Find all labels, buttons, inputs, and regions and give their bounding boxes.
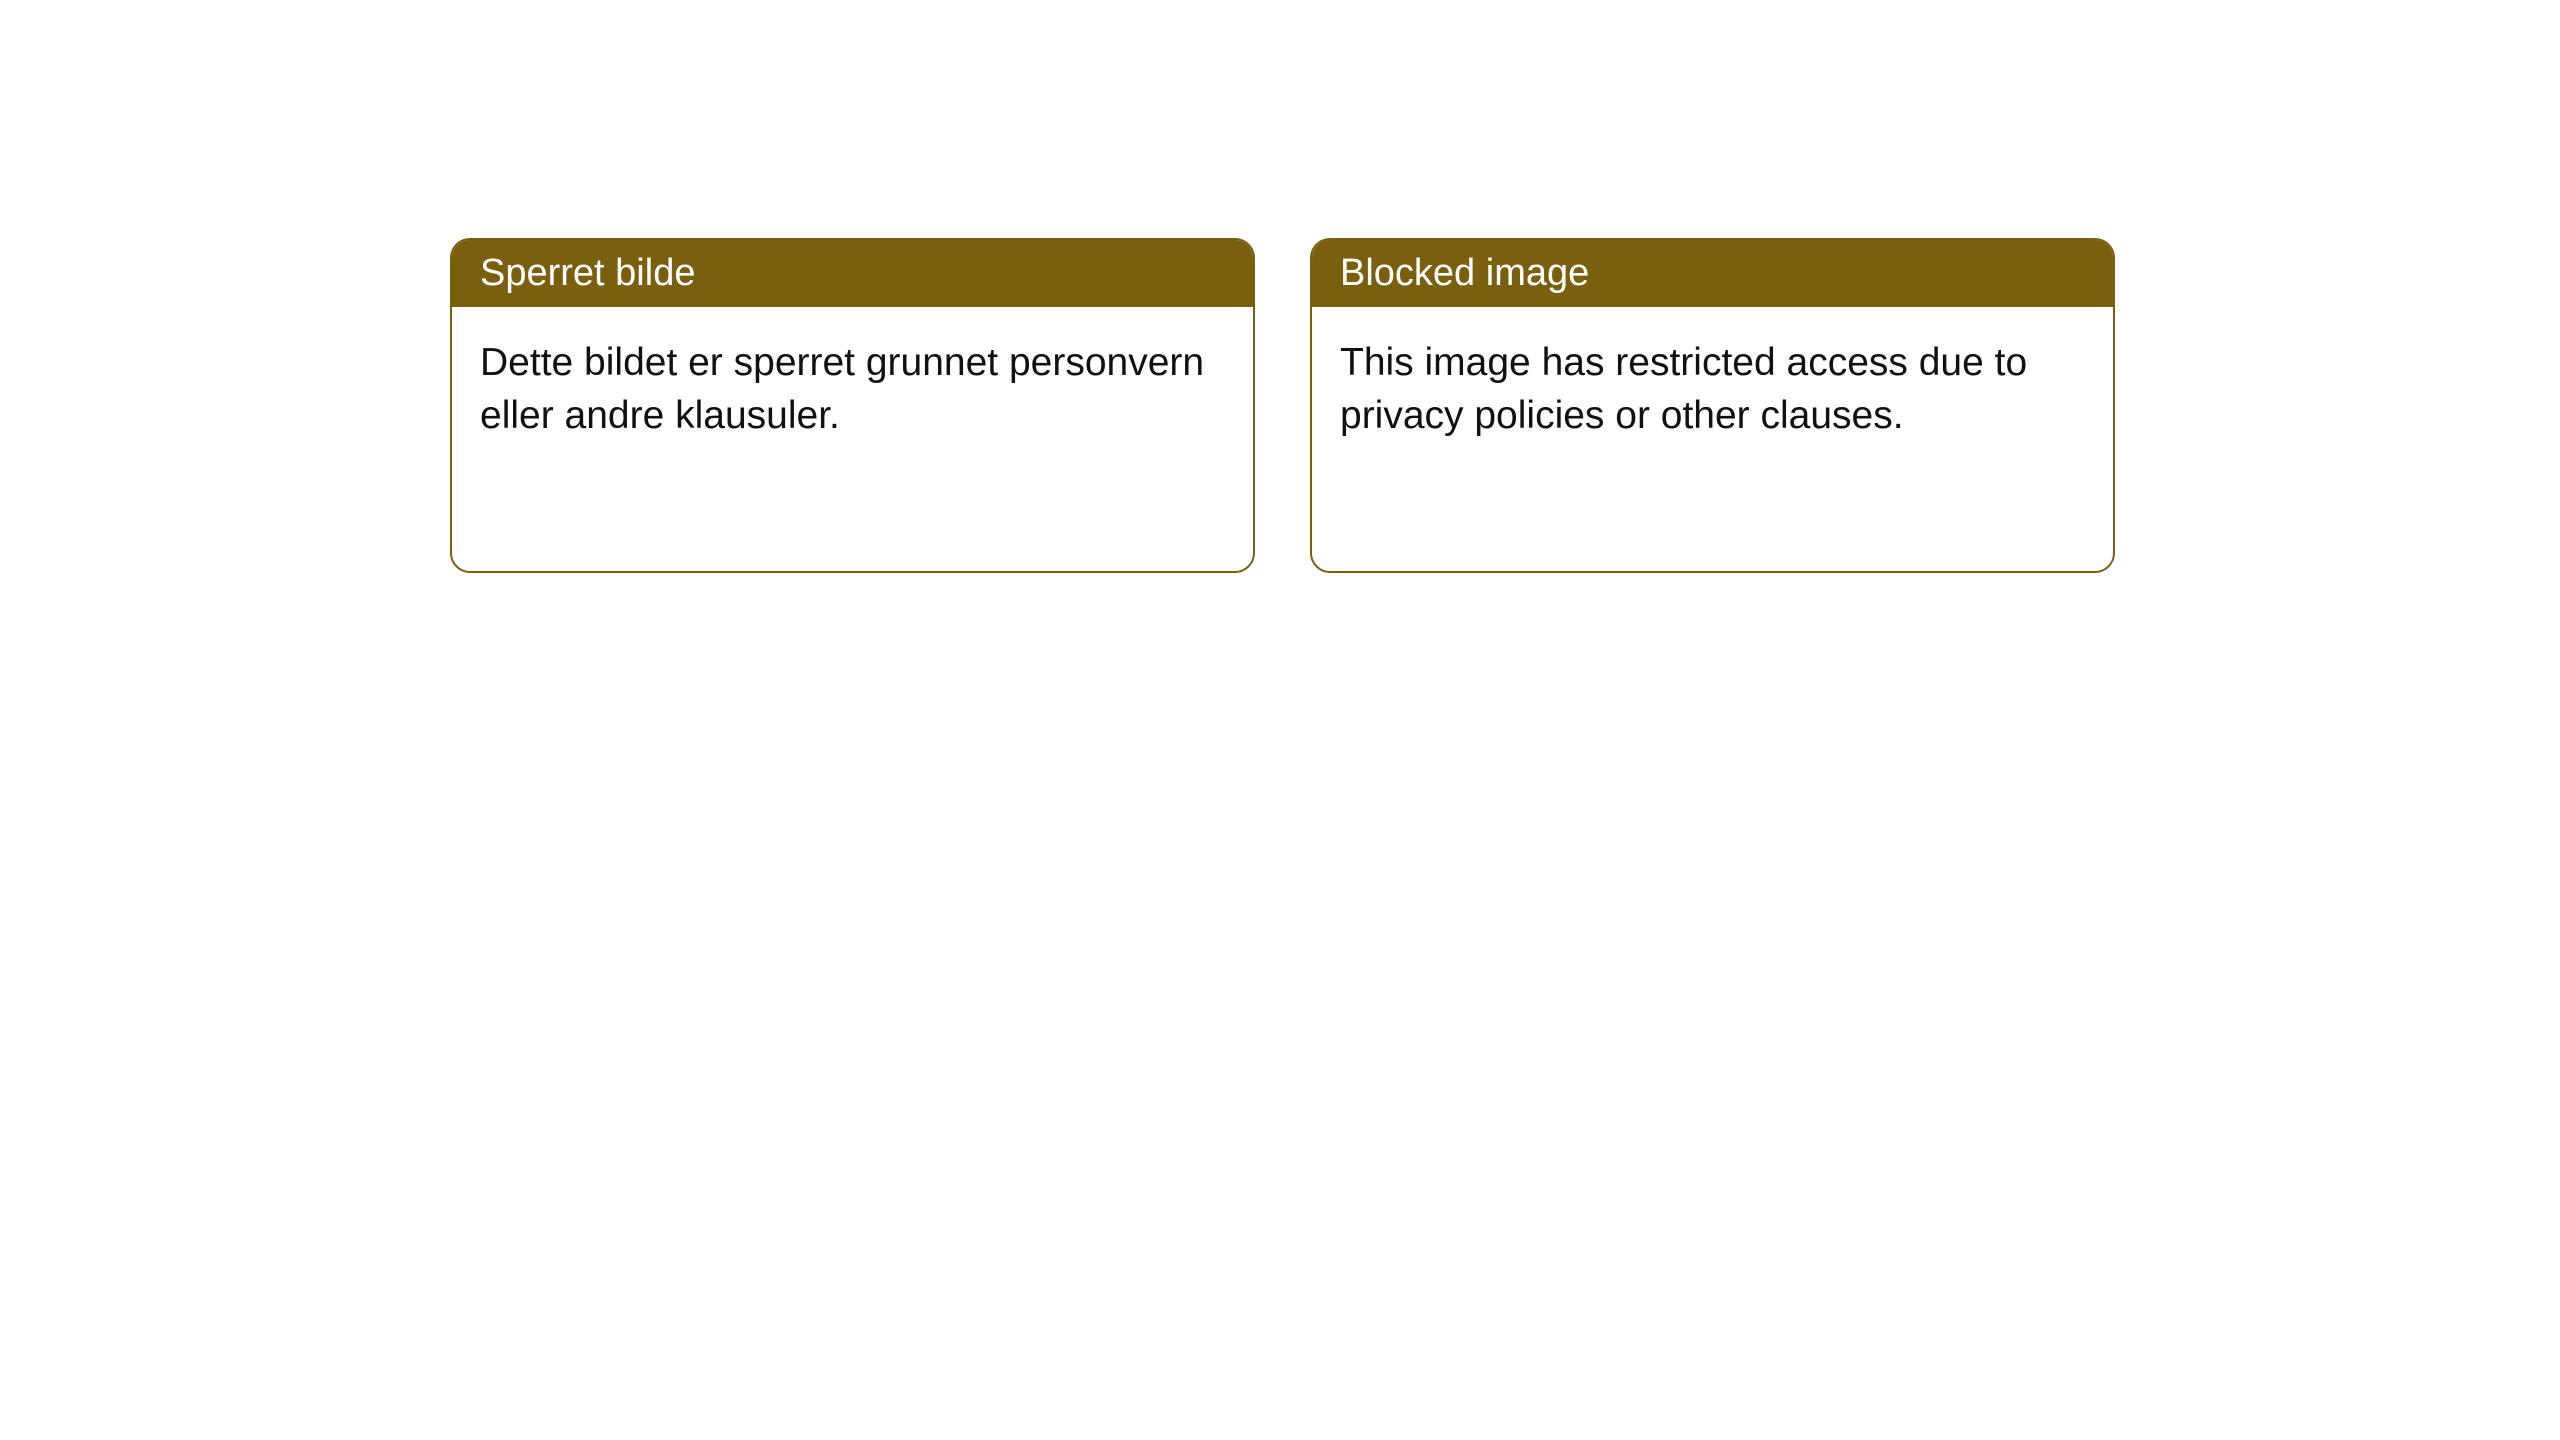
card-body: This image has restricted access due to … xyxy=(1312,307,2113,472)
notice-card-english: Blocked image This image has restricted … xyxy=(1310,238,2115,573)
card-body-text: This image has restricted access due to … xyxy=(1340,341,2027,437)
card-body-text: Dette bildet er sperret grunnet personve… xyxy=(480,341,1204,437)
notice-card-norwegian: Sperret bilde Dette bildet er sperret gr… xyxy=(450,238,1255,573)
card-title: Blocked image xyxy=(1340,252,1589,294)
card-header: Blocked image xyxy=(1312,240,2113,307)
card-body: Dette bildet er sperret grunnet personve… xyxy=(452,307,1253,472)
card-header: Sperret bilde xyxy=(452,240,1253,307)
notice-container: Sperret bilde Dette bildet er sperret gr… xyxy=(0,0,2560,573)
card-title: Sperret bilde xyxy=(480,252,695,294)
